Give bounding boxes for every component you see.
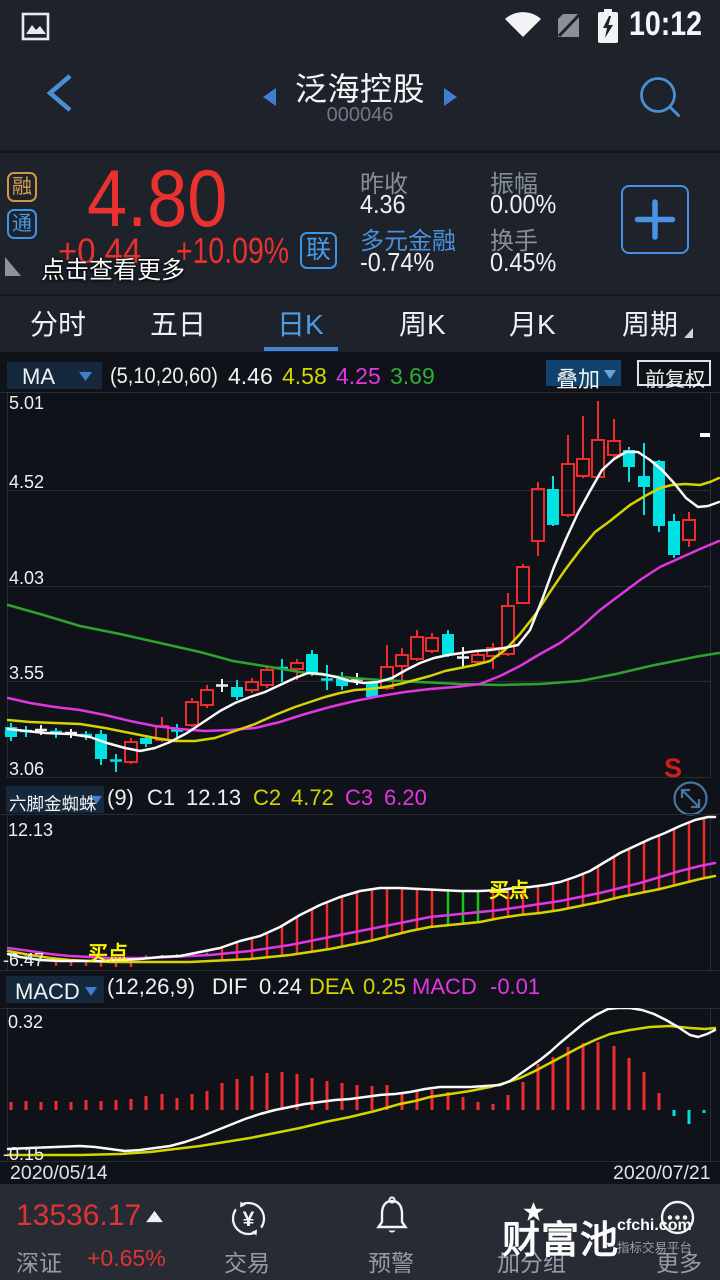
svg-text:4.52: 4.52 — [9, 472, 44, 492]
svg-text:S: S — [664, 753, 682, 778]
svg-text:0.32: 0.32 — [8, 1012, 43, 1032]
svg-text:12.13: 12.13 — [8, 820, 53, 840]
svg-text:4.03: 4.03 — [9, 568, 44, 588]
svg-text:买点: 买点 — [88, 942, 128, 965]
svg-text:-0.15: -0.15 — [3, 1144, 44, 1162]
svg-text:5.01: 5.01 — [9, 393, 44, 413]
svg-text:3.06: 3.06 — [9, 759, 44, 778]
svg-text:买点: 买点 — [489, 879, 529, 902]
svg-text:-6.47: -6.47 — [3, 950, 44, 970]
svg-text:¥: ¥ — [243, 1208, 255, 1231]
svg-text:3.55: 3.55 — [9, 663, 44, 683]
